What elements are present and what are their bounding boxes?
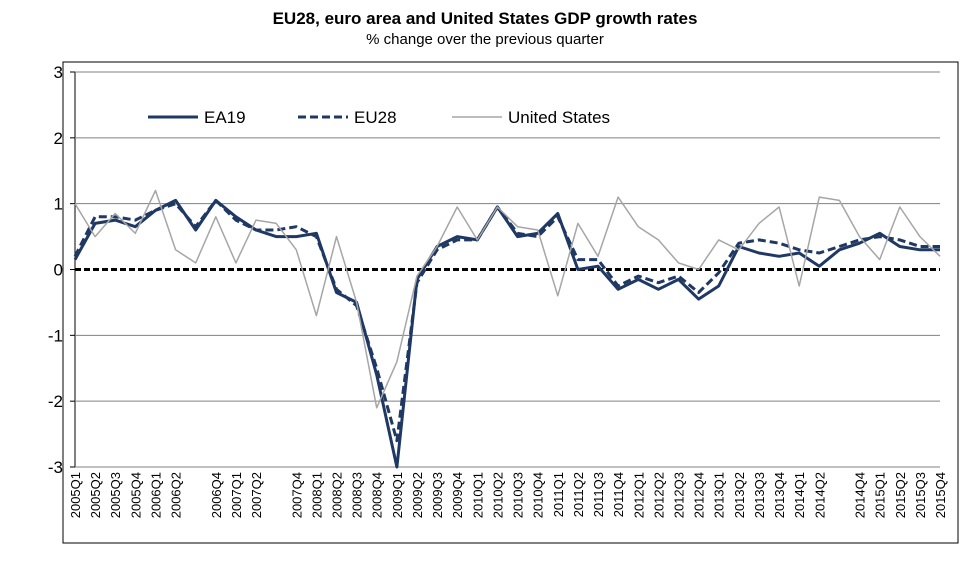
series-line <box>73 198 940 443</box>
x-tick-label: 2014Q1 <box>792 472 807 518</box>
x-tick-label: 2007Q1 <box>229 472 244 518</box>
x-tick-label: 2010Q1 <box>470 472 485 518</box>
x-tick-label: 2009Q1 <box>390 472 405 518</box>
x-tick-label: 2011Q2 <box>571 472 586 517</box>
x-tick-label: 2015Q1 <box>873 472 888 518</box>
legend-label: EA19 <box>204 108 246 127</box>
x-tick-label: 2009Q2 <box>410 472 425 518</box>
y-tick-label: 0 <box>54 261 63 280</box>
x-tick-label: 2005Q2 <box>88 472 103 518</box>
x-tick-label: 2005Q3 <box>108 472 123 518</box>
x-tick-label: 2008Q1 <box>309 472 324 518</box>
x-tick-label: 2005Q4 <box>128 472 143 518</box>
legend-label: United States <box>508 108 610 127</box>
x-tick-label: 2005Q1 <box>68 472 83 518</box>
x-tick-label: 2007Q4 <box>289 472 304 518</box>
x-tick-label: 2010Q4 <box>531 472 546 518</box>
x-tick-label: 2013Q1 <box>712 472 727 518</box>
x-tick-label: 2008Q2 <box>330 472 345 518</box>
x-tick-label: 2013Q4 <box>772 472 787 518</box>
x-tick-label: 2009Q4 <box>450 472 465 518</box>
series-line <box>74 189 941 409</box>
y-tick-label: -1 <box>48 326 63 345</box>
legend-label: EU28 <box>354 108 397 127</box>
y-tick-label: 2 <box>54 129 63 148</box>
frame <box>62 61 959 544</box>
x-tick-label: 2011Q4 <box>611 472 626 517</box>
x-tick-label: 2012Q4 <box>692 472 707 518</box>
x-tick-label: 2007Q2 <box>249 472 264 518</box>
x-tick-label: 2006Q4 <box>209 472 224 518</box>
x-tick-label: 2011Q3 <box>591 472 606 517</box>
x-tick-label: 2009Q3 <box>430 472 445 518</box>
x-tick-label: 2012Q1 <box>631 472 646 518</box>
x-tick-label: 2010Q3 <box>511 472 526 518</box>
x-tick-label: 2014Q4 <box>853 472 868 518</box>
x-tick-label: 2012Q2 <box>651 472 666 518</box>
x-tick-label: 2014Q2 <box>812 472 827 518</box>
x-tick-label: 2015Q2 <box>893 472 908 518</box>
x-tick-label: 2008Q4 <box>370 472 385 518</box>
x-tick-label: 2011Q1 <box>551 472 566 517</box>
y-tick-label: 1 <box>54 195 63 214</box>
y-tick-label: 3 <box>54 63 63 82</box>
x-tick-label: 2006Q1 <box>148 472 163 518</box>
x-tick-label: 2008Q3 <box>350 472 365 518</box>
x-tick-label: 2015Q3 <box>913 472 928 518</box>
x-tick-label: 2015Q4 <box>933 472 948 518</box>
y-tick-label: -2 <box>48 392 63 411</box>
x-tick-label: 2013Q2 <box>732 472 747 518</box>
x-tick-label: 2010Q2 <box>490 472 505 518</box>
x-tick-label: 2012Q3 <box>671 472 686 518</box>
y-tick-label: -3 <box>48 458 63 477</box>
x-tick-label: 2013Q3 <box>752 472 767 518</box>
chart-title: EU28, euro area and United States GDP gr… <box>273 9 698 28</box>
chart-subtitle: % change over the previous quarter <box>366 31 604 48</box>
x-tick-label: 2006Q2 <box>169 472 184 518</box>
